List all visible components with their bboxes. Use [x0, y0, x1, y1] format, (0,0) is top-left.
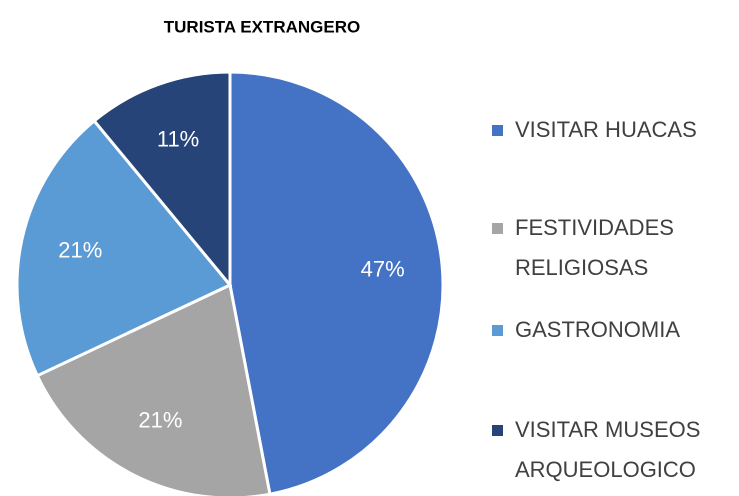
- legend-label: FESTIVIDADES RELIGIOSAS: [515, 215, 674, 280]
- pie-slice: [92, 70, 232, 290]
- legend-swatch: [492, 223, 503, 234]
- data-label: 21%: [138, 407, 182, 432]
- legend-label: VISITAR MUSEOS ARQUEOLOGICO: [515, 417, 701, 482]
- legend-label: GASTRONOMIA: [515, 317, 681, 342]
- pie-slice: [35, 282, 272, 496]
- legend-swatch: [492, 125, 503, 136]
- legend-swatch: [492, 425, 503, 436]
- legend-item: VISITAR MUSEOS ARQUEOLOGICO: [492, 410, 739, 490]
- data-label: 47%: [361, 256, 405, 281]
- legend-item: VISITAR HUACAS: [492, 110, 739, 150]
- pie-slice: [15, 118, 233, 378]
- legend-label: VISITAR HUACAS: [515, 117, 697, 142]
- legend-swatch: [492, 325, 503, 336]
- pie-slice: [228, 70, 445, 496]
- chart-title: TURISTA EXTRANGERO: [164, 17, 360, 36]
- data-label: 11%: [157, 127, 199, 152]
- data-label: 21%: [58, 237, 102, 262]
- legend-item: GASTRONOMIA: [492, 310, 739, 350]
- legend-item: FESTIVIDADES RELIGIOSAS: [492, 208, 739, 288]
